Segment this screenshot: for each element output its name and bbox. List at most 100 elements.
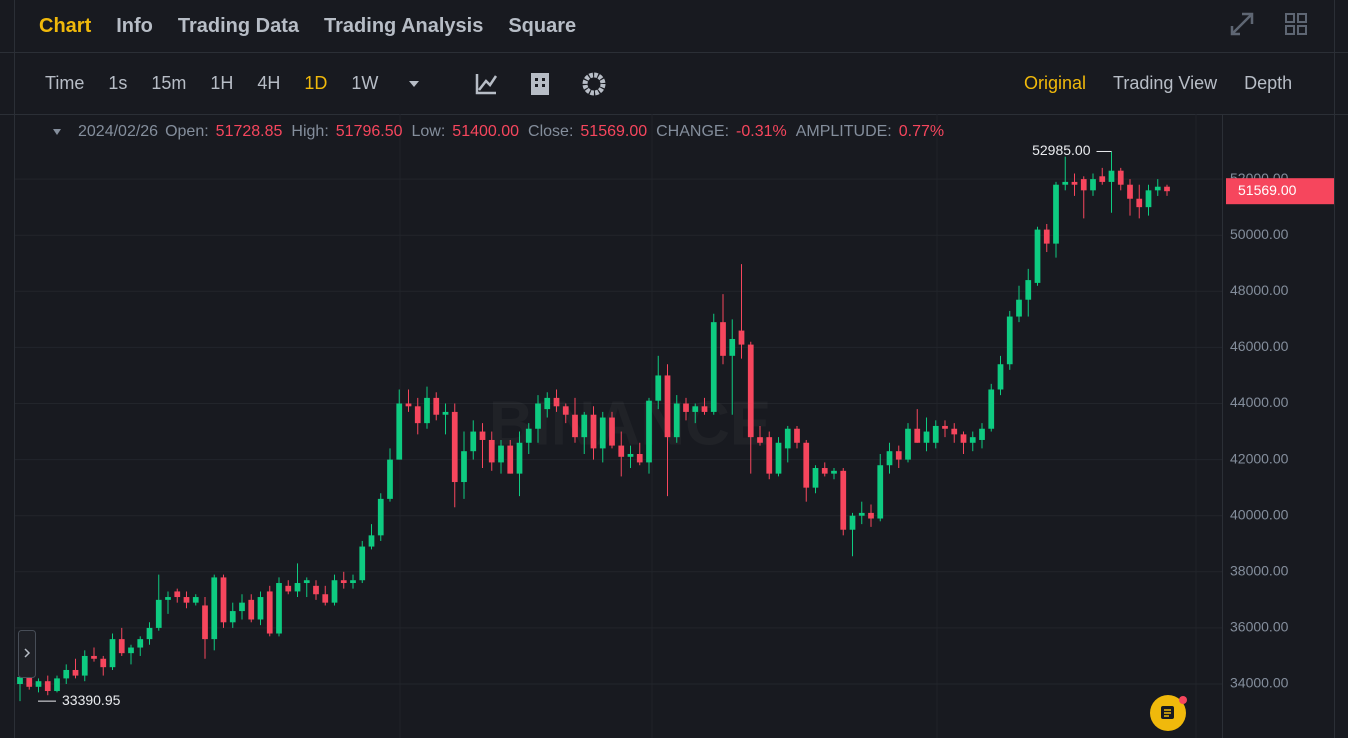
candle-body	[618, 445, 625, 457]
candle-body	[470, 431, 477, 452]
tab[interactable]: Info	[116, 14, 153, 37]
interval[interactable]: 1W	[351, 72, 379, 93]
view-option[interactable]: Original	[1024, 72, 1087, 93]
candle-body	[720, 322, 726, 356]
y-tick-label: 36000.00	[1230, 619, 1289, 635]
candle-body	[572, 414, 578, 438]
candle-body	[322, 594, 329, 603]
candle-body	[1071, 181, 1078, 185]
candle-body	[451, 411, 458, 483]
y-tick-label: 46000.00	[1230, 338, 1289, 354]
indicator-icon[interactable]	[475, 74, 498, 95]
candle-body	[155, 599, 162, 628]
candle-body	[1145, 190, 1152, 208]
candle-body	[553, 397, 560, 407]
candle-body	[498, 445, 504, 463]
tab[interactable]: Chart	[39, 14, 92, 37]
candle-body	[831, 470, 837, 474]
candle-body	[248, 599, 255, 620]
candle-body	[747, 344, 754, 438]
candle-body	[1090, 179, 1096, 191]
info-value: 51796.50	[335, 123, 403, 140]
tab[interactable]: Trading Data	[177, 14, 300, 37]
candle-body	[1108, 170, 1115, 182]
candle-body	[821, 468, 828, 474]
candle-body	[701, 406, 708, 412]
interval[interactable]: 1D	[304, 72, 328, 93]
ohlc-info: 2024/02/26 Open: 51728.85 High: 51796.50 Low…	[78, 120, 946, 144]
candle-body	[54, 678, 60, 692]
tab[interactable]: Square	[508, 14, 577, 37]
candle-body	[1034, 229, 1041, 283]
candle-body	[100, 658, 107, 668]
info-name: Low:	[411, 123, 446, 140]
candle-body	[128, 647, 134, 654]
candle-body	[433, 397, 440, 415]
view-option[interactable]: Depth	[1244, 72, 1293, 93]
candle-body	[932, 425, 939, 443]
candle-body	[17, 676, 23, 685]
interval[interactable]: 15m	[151, 72, 187, 93]
tab[interactable]: Trading Analysis	[324, 14, 484, 37]
info-name: Open:	[165, 123, 209, 140]
candle-body	[442, 411, 449, 415]
candle-body	[794, 428, 800, 443]
info-name: CHANGE:	[656, 123, 730, 140]
candle-body	[784, 428, 791, 449]
candle-body	[461, 451, 467, 483]
interval[interactable]: 4H	[257, 72, 281, 93]
interval[interactable]: 1H	[210, 72, 234, 93]
candle-body	[1062, 181, 1069, 185]
candle-body	[683, 403, 689, 412]
last-price-tag	[1226, 178, 1334, 205]
candle-body	[220, 577, 227, 623]
candle-body	[895, 451, 902, 460]
plot: 52985.00 33390.95	[17, 142, 1170, 708]
candle-body	[1154, 186, 1161, 191]
info-value: 0.77%	[898, 123, 945, 140]
candle-body	[211, 577, 218, 640]
candle-body	[174, 591, 181, 598]
candle-body	[923, 431, 930, 443]
candle-body	[877, 465, 884, 519]
view-option[interactable]: Trading View	[1113, 72, 1218, 93]
side-toggle[interactable]	[18, 630, 36, 678]
interval[interactable]: 1s	[108, 72, 128, 93]
candle-body	[655, 375, 662, 401]
settings-icon[interactable]	[582, 72, 606, 96]
layout-icon[interactable]	[1285, 13, 1307, 35]
candle-body	[858, 512, 865, 516]
candle-body	[368, 535, 375, 547]
candle-body	[581, 414, 588, 438]
candle-body	[535, 403, 541, 429]
candle-body	[673, 403, 680, 438]
collapse-arrow[interactable]	[53, 129, 61, 135]
candle-body	[710, 322, 717, 412]
candle-body	[331, 580, 338, 603]
candle-body	[387, 459, 393, 499]
candle-body	[26, 676, 33, 687]
candle-body	[81, 655, 88, 676]
y-tick-label: 38000.00	[1230, 563, 1289, 579]
candle-body	[488, 439, 495, 463]
candle-body	[590, 414, 597, 449]
y-tick-label: 50000.00	[1230, 226, 1289, 242]
candle-body	[424, 397, 430, 424]
candle-body	[840, 470, 847, 530]
fullscreen-icon[interactable]	[1230, 12, 1254, 36]
candle-body	[396, 403, 403, 460]
candle-body	[886, 451, 893, 466]
info-value: 51569.00	[580, 123, 648, 140]
interval[interactable]: Time	[45, 72, 85, 93]
chat-button[interactable]	[1150, 695, 1187, 731]
candle-body	[905, 428, 911, 460]
info-value: -0.31%	[736, 123, 787, 140]
candle-body	[72, 669, 79, 676]
candle-body	[63, 669, 70, 679]
candle-body	[405, 403, 412, 407]
candle-body	[146, 627, 153, 640]
candle-body	[868, 512, 874, 519]
template-icon[interactable]	[531, 73, 549, 95]
candle-body	[239, 602, 245, 612]
dropdown-arrow[interactable]	[409, 81, 419, 87]
